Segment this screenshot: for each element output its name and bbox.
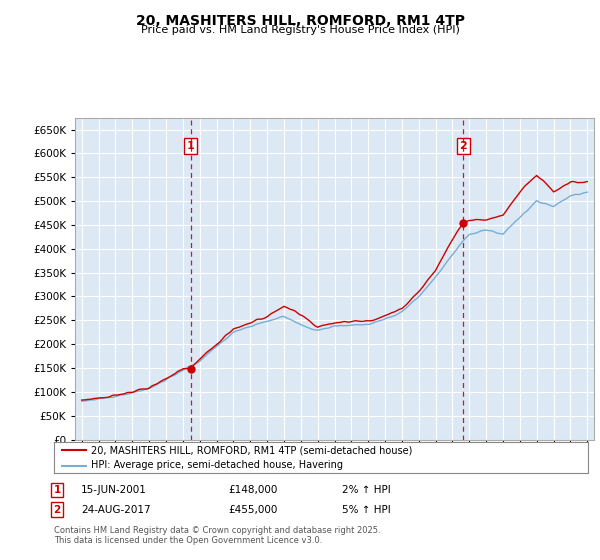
Text: 2% ↑ HPI: 2% ↑ HPI bbox=[342, 485, 391, 495]
Text: Price paid vs. HM Land Registry's House Price Index (HPI): Price paid vs. HM Land Registry's House … bbox=[140, 25, 460, 35]
Text: 1: 1 bbox=[53, 485, 61, 495]
Text: 2: 2 bbox=[53, 505, 61, 515]
Text: Contains HM Land Registry data © Crown copyright and database right 2025.: Contains HM Land Registry data © Crown c… bbox=[54, 526, 380, 535]
Text: 15-JUN-2001: 15-JUN-2001 bbox=[81, 485, 147, 495]
Text: 24-AUG-2017: 24-AUG-2017 bbox=[81, 505, 151, 515]
Text: This data is licensed under the Open Government Licence v3.0.: This data is licensed under the Open Gov… bbox=[54, 536, 322, 545]
Text: 1: 1 bbox=[187, 141, 194, 151]
Text: 20, MASHITERS HILL, ROMFORD, RM1 4TP (semi-detached house): 20, MASHITERS HILL, ROMFORD, RM1 4TP (se… bbox=[91, 445, 413, 455]
Text: HPI: Average price, semi-detached house, Havering: HPI: Average price, semi-detached house,… bbox=[91, 460, 343, 470]
Text: 20, MASHITERS HILL, ROMFORD, RM1 4TP: 20, MASHITERS HILL, ROMFORD, RM1 4TP bbox=[136, 14, 464, 28]
Text: 2: 2 bbox=[460, 141, 467, 151]
Text: £455,000: £455,000 bbox=[228, 505, 277, 515]
Text: £148,000: £148,000 bbox=[228, 485, 277, 495]
Text: 5% ↑ HPI: 5% ↑ HPI bbox=[342, 505, 391, 515]
